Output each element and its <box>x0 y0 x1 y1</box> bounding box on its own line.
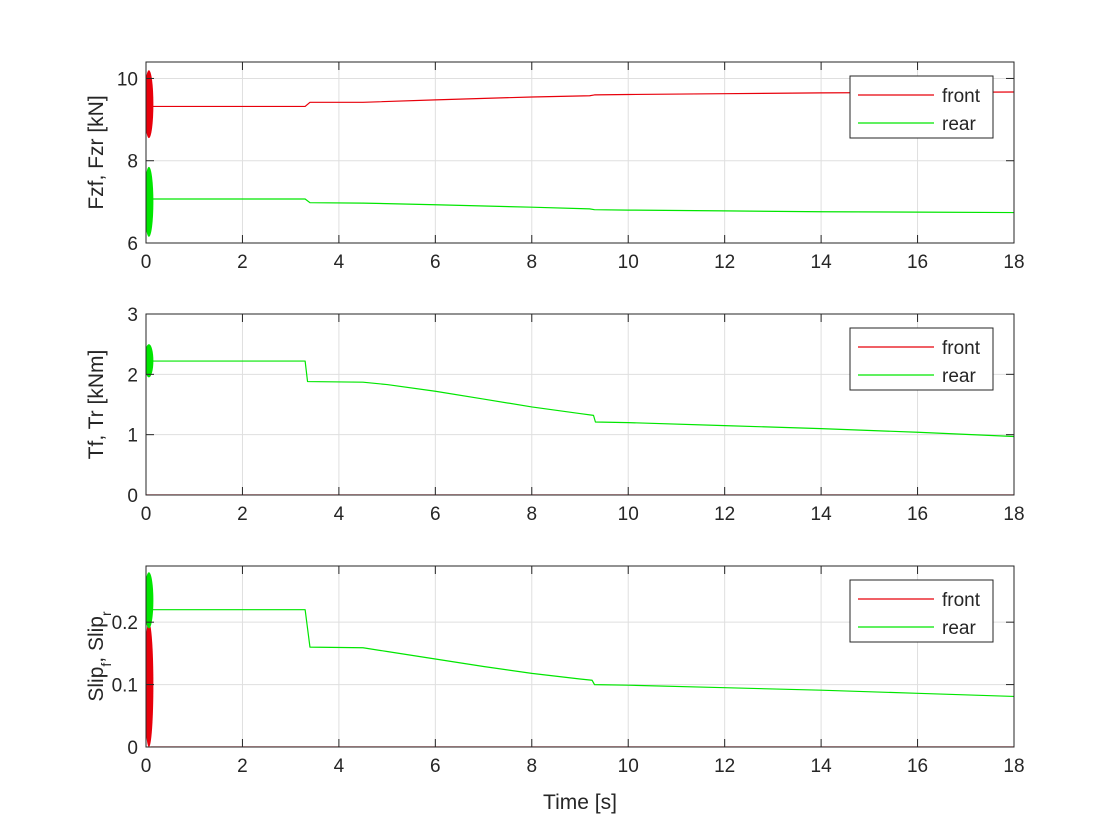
legend-box <box>849 75 994 139</box>
x-tick-label: 6 <box>430 252 441 273</box>
x-tick-label: 18 <box>1003 504 1024 525</box>
x-tick-label: 2 <box>237 504 248 525</box>
y-tick-label: 0 <box>127 738 138 759</box>
x-tick-label: 2 <box>237 252 248 273</box>
x-tick-label: 16 <box>907 756 928 777</box>
legend-label-rear: rear <box>942 366 976 387</box>
series-transient-rear <box>146 344 154 378</box>
x-tick-label: 16 <box>907 504 928 525</box>
x-tick-label: 6 <box>430 756 441 777</box>
x-tick-label: 12 <box>714 252 735 273</box>
x-tick-label: 18 <box>1003 252 1024 273</box>
subplot-1: 0 2 4 6 8 10 12 14 16 18 6 8 10 Fzf, Fzr [kN] front rea… <box>85 61 1025 273</box>
x-tick-label: 8 <box>526 252 537 273</box>
y-axis-label-sub: f <box>98 663 114 667</box>
legend-label-rear: rear <box>942 618 976 639</box>
legend-label-front: front <box>942 338 981 359</box>
y-axis-label-sub: r <box>98 611 114 616</box>
y-tick-label: 6 <box>127 234 138 255</box>
x-tick-label: 0 <box>141 756 152 777</box>
x-tick-label: 4 <box>334 504 345 525</box>
y-tick-label: 0.1 <box>112 676 138 697</box>
x-tick-label: 8 <box>526 756 537 777</box>
x-tick-label: 12 <box>714 504 735 525</box>
y-tick-label: 0 <box>127 486 138 507</box>
series-transient-rear <box>146 572 154 629</box>
y-axis-label: Slipf, Slipr <box>85 611 114 702</box>
x-tick-label: 12 <box>714 756 735 777</box>
x-tick-label: 4 <box>334 756 345 777</box>
x-tick-label: 10 <box>618 504 639 525</box>
legend-box <box>849 327 994 391</box>
legend-label-front: front <box>942 86 981 107</box>
axes-box <box>145 61 1015 244</box>
x-tick-label: 0 <box>141 504 152 525</box>
x-tick-label: 16 <box>907 252 928 273</box>
y-tick-label: 10 <box>117 69 138 90</box>
y-axis-label-part: , Slip <box>85 616 108 663</box>
series-line-front <box>147 91 1014 108</box>
x-tick-label: 8 <box>526 504 537 525</box>
axes-box <box>145 565 1015 748</box>
y-tick-label: 8 <box>127 152 138 173</box>
legend: front rear <box>849 579 994 643</box>
y-axis-label-part: Slip <box>85 667 108 702</box>
y-tick-label: 3 <box>127 305 138 326</box>
series-line-rear <box>147 360 1014 438</box>
x-tick-label: 6 <box>430 504 441 525</box>
x-axis-label: Time [s] <box>543 791 617 814</box>
x-tick-label: 14 <box>811 504 833 525</box>
legend: front rear <box>849 75 994 139</box>
series-line-rear <box>147 198 1014 214</box>
legend-label-front: front <box>942 590 981 611</box>
legend: front rear <box>849 327 994 391</box>
series-transient-rear <box>146 166 154 237</box>
series-transient-front <box>146 70 154 139</box>
x-tick-label: 4 <box>334 252 345 273</box>
y-tick-label: 2 <box>127 365 138 386</box>
x-tick-label: 18 <box>1003 756 1024 777</box>
axes-box <box>145 313 1015 496</box>
x-tick-label: 14 <box>811 756 833 777</box>
x-tick-label: 2 <box>237 756 248 777</box>
y-tick-label: 1 <box>127 426 138 447</box>
legend-box <box>849 579 994 643</box>
x-tick-label: 0 <box>141 252 152 273</box>
x-tick-label: 10 <box>618 252 639 273</box>
legend-label-rear: rear <box>942 114 976 135</box>
data-layer <box>146 70 1014 237</box>
y-tick-label: 0.2 <box>112 613 138 634</box>
x-tick-label: 14 <box>811 252 833 273</box>
y-axis-label: Tf, Tr [kNm] <box>85 350 108 460</box>
series-line-rear <box>147 609 1014 698</box>
data-layer <box>146 344 1014 495</box>
x-tick-label: 10 <box>618 756 639 777</box>
y-axis-label: Fzf, Fzr [kN] <box>85 95 108 209</box>
